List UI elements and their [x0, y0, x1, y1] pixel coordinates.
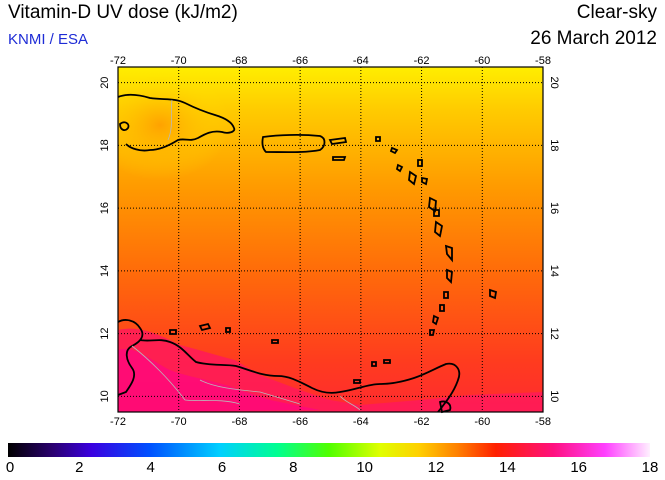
map-frame [117, 66, 544, 413]
lon-tick-bottom: -64 [353, 416, 369, 428]
lesser-antilles-coast [375, 136, 498, 336]
lat-tick-left: 18 [99, 139, 111, 151]
lon-tick-bottom: -72 [110, 416, 126, 428]
lon-tick-top: -66 [292, 55, 308, 67]
lon-tick-top: -70 [171, 55, 187, 67]
colorbar-label: 12 [427, 459, 445, 476]
colorbar-label: 0 [5, 459, 15, 476]
lon-tick-top: -64 [353, 55, 369, 67]
coastlines [117, 93, 498, 414]
colorbar-label: 8 [289, 459, 298, 476]
uv-field [118, 67, 543, 412]
lat-tick-left: 16 [99, 202, 111, 214]
lat-tick-left: 20 [99, 77, 111, 89]
lon-tick-top: -62 [414, 55, 430, 67]
south-america-coast [117, 319, 461, 413]
lat-lon-grid [118, 67, 543, 412]
longitude-ticks-bottom: -72 -70 -68 -66 -64 -62 -60 -58 [110, 416, 551, 428]
latitude-ticks-left: 20 18 16 14 12 10 [99, 77, 111, 403]
lon-tick-bottom: -70 [171, 416, 187, 428]
lon-tick-bottom: -58 [535, 416, 551, 428]
map-title: Vitamin-D UV dose (kJ/m2) [8, 2, 238, 23]
lon-tick-bottom: -68 [231, 416, 247, 428]
colorbar-label: 16 [570, 459, 587, 476]
country-borders [131, 99, 361, 411]
lat-tick-right: 10 [548, 390, 560, 402]
lon-tick-bottom: -62 [414, 416, 430, 428]
date-label: 26 March 2012 [530, 28, 657, 49]
lat-tick-right: 18 [548, 139, 560, 151]
lon-tick-top: -60 [474, 55, 490, 67]
lon-tick-bottom: -66 [292, 416, 308, 428]
longitude-ticks-top: -72 -70 -68 -66 -64 -62 -60 -58 [110, 55, 551, 67]
colorbar [8, 443, 650, 457]
colorbar-label: 18 [641, 459, 659, 476]
lon-tick-top: -58 [535, 55, 551, 67]
colorbar-label: 6 [217, 459, 227, 476]
lon-tick-top: -68 [231, 55, 247, 67]
lat-tick-right: 12 [548, 327, 560, 339]
lat-tick-right: 16 [548, 202, 560, 214]
colorbar-label: 2 [75, 459, 84, 476]
puerto-rico-coast [261, 134, 326, 154]
lat-tick-right: 20 [548, 77, 560, 89]
lon-tick-bottom: -60 [474, 416, 490, 428]
colorbar-label: 14 [498, 459, 516, 476]
latitude-ticks-right: 20 18 16 14 12 10 [548, 77, 560, 403]
lon-tick-top: -72 [110, 55, 126, 67]
colorbar-label: 10 [356, 459, 373, 476]
lat-tick-left: 12 [99, 327, 111, 339]
hispaniola-coast [117, 93, 236, 152]
source-label: KNMI / ESA [8, 31, 89, 48]
lat-tick-right: 14 [548, 265, 560, 277]
lat-tick-left: 14 [99, 265, 111, 277]
sky-condition-label: Clear-sky [576, 2, 657, 23]
lat-tick-left: 10 [99, 390, 111, 402]
colorbar-label: 4 [146, 459, 155, 476]
